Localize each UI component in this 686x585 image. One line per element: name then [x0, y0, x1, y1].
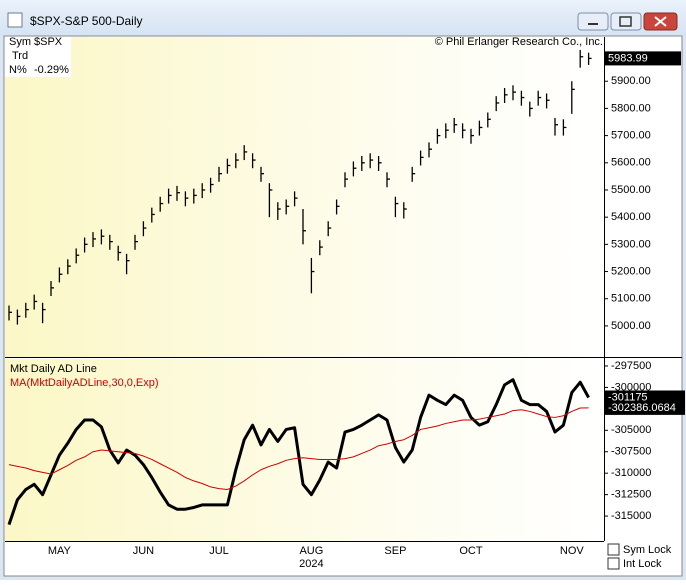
y-tick-label: -300000 [611, 381, 651, 393]
legend-entry: MA(MktDailyADLine,30,0,Exp) [10, 377, 159, 389]
y-tick-label: -310000 [611, 467, 651, 479]
x-year-label: 2024 [299, 558, 323, 570]
close-icon [654, 16, 667, 27]
info-label: N% [9, 64, 27, 76]
info-box [5, 37, 71, 77]
y-tick-label: -315000 [611, 510, 651, 522]
info-label: Sym [9, 36, 31, 48]
y-tick-label: 5200.00 [611, 265, 651, 277]
x-tick-label: OCT [459, 545, 483, 557]
minimize-button[interactable] [577, 12, 609, 31]
y-tick-label: 5800.00 [611, 102, 651, 114]
series-line [7, 378, 590, 526]
x-tick-label: MAY [48, 545, 72, 557]
maximize-icon [619, 16, 632, 27]
x-tick-label: SEP [384, 545, 406, 557]
y-tick-label: -307500 [611, 446, 651, 458]
legend-entry: Mkt Daily AD Line [10, 363, 97, 375]
checkbox-label: Sym Lock [623, 544, 672, 556]
last-value-label: -301175 [608, 391, 648, 403]
y-tick-label: -305000 [611, 424, 651, 436]
y-tick-label: 5300.00 [611, 238, 651, 250]
checkbox[interactable] [607, 557, 620, 570]
title-bar [0, 0, 686, 36]
maximize-button[interactable] [610, 12, 642, 31]
info-label: Trd [12, 50, 28, 62]
x-tick-label: JUL [209, 545, 229, 557]
y-tick-label: 5100.00 [611, 293, 651, 305]
last-value-label: 5983.99 [608, 52, 648, 64]
x-tick-label: AUG [299, 545, 323, 557]
x-tick-label: NOV [560, 545, 585, 557]
y-tick-label: 5000.00 [611, 320, 651, 332]
series-line [8, 407, 589, 490]
y-tick-label: 5700.00 [611, 130, 651, 142]
window-title: $SPX-S&P 500-Daily [30, 14, 143, 28]
app-icon [7, 12, 23, 28]
price-panel [5, 37, 604, 357]
checkbox-label: Int Lock [623, 558, 662, 570]
last-value-label: -302386.0684 [608, 402, 676, 414]
x-tick-label: JUN [133, 545, 154, 557]
info-value: $SPX [34, 36, 63, 48]
info-value: -0.29% [34, 64, 69, 76]
checkbox[interactable] [607, 543, 620, 556]
y-tick-label: -312500 [611, 489, 651, 501]
y-tick-label: -297500 [611, 360, 651, 372]
y-tick-label: 5600.00 [611, 157, 651, 169]
y-tick-label: 5500.00 [611, 184, 651, 196]
y-tick-label: 5900.00 [611, 75, 651, 87]
copyright: © Phil Erlanger Research Co., Inc. [435, 36, 603, 48]
last-value-box [605, 51, 681, 66]
y-tick-label: 5400.00 [611, 211, 651, 223]
last-value-box [605, 400, 685, 415]
